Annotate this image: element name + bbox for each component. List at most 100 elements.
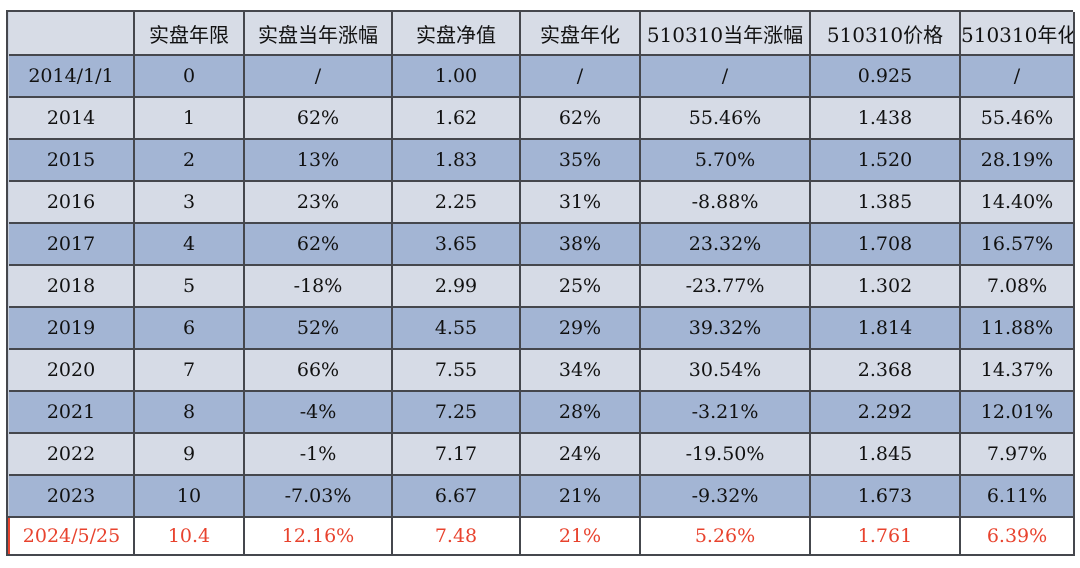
column-header-etf-annualized: 510310年化 xyxy=(960,12,1075,56)
cell-etf-price: 1.385 xyxy=(810,181,961,224)
cell-annualized: / xyxy=(520,55,641,98)
cell-etf-price: 1.761 xyxy=(810,517,961,556)
cell-etf-annualized: 6.39% xyxy=(960,517,1075,556)
cell-annualized: 24% xyxy=(520,433,641,476)
cell-etf-annualized: 55.46% xyxy=(960,97,1075,140)
cell-years: 3 xyxy=(134,181,245,224)
cell-etf-price: 1.520 xyxy=(810,139,961,182)
cell-years: 0 xyxy=(134,55,245,98)
cell-annualized: 28% xyxy=(520,391,641,434)
cell-date: 2019 xyxy=(9,307,135,350)
cell-net-value: 7.17 xyxy=(392,433,521,476)
cell-years: 10.4 xyxy=(134,517,245,556)
cell-etf-annual-gain: 39.32% xyxy=(640,307,811,350)
cell-etf-price: 1.845 xyxy=(810,433,961,476)
cell-etf-annual-gain: 23.32% xyxy=(640,223,811,266)
table-row: 2015 2 13% 1.83 35% 5.70% 1.520 28.19% xyxy=(9,139,1075,182)
cell-etf-annual-gain: -8.88% xyxy=(640,181,811,224)
table-row: 2019 6 52% 4.55 29% 39.32% 1.814 11.88% xyxy=(9,307,1075,350)
cell-net-value: 6.67 xyxy=(392,475,521,518)
cell-annual-gain: -1% xyxy=(244,433,393,476)
cell-etf-price: 1.673 xyxy=(810,475,961,518)
cell-annual-gain: 13% xyxy=(244,139,393,182)
cell-etf-annualized: 6.11% xyxy=(960,475,1075,518)
cell-net-value: 1.00 xyxy=(392,55,521,98)
cell-net-value: 2.25 xyxy=(392,181,521,224)
cell-etf-annual-gain: 55.46% xyxy=(640,97,811,140)
column-header-years: 实盘年限 xyxy=(134,12,245,56)
cell-annual-gain: 23% xyxy=(244,181,393,224)
table-row: 2017 4 62% 3.65 38% 23.32% 1.708 16.57% xyxy=(9,223,1075,266)
cell-annual-gain: -18% xyxy=(244,265,393,308)
cell-etf-price: 1.708 xyxy=(810,223,961,266)
cell-etf-annual-gain: 5.70% xyxy=(640,139,811,182)
cell-annual-gain: 52% xyxy=(244,307,393,350)
table-row: 2014/1/1 0/1.00//0.925/ xyxy=(9,55,1075,98)
cell-years: 1 xyxy=(134,97,245,140)
cell-annualized: 21% xyxy=(520,517,641,556)
table-row: 2021 8 -4% 7.25 28% -3.21% 2.292 12.01% xyxy=(9,391,1075,434)
table-row: 2018 5 -18% 2.99 25% -23.77% 1.302 7.08% xyxy=(9,265,1075,308)
cell-net-value: 7.55 xyxy=(392,349,521,392)
cell-etf-annualized: / xyxy=(960,55,1075,98)
cell-etf-annual-gain: -23.77% xyxy=(640,265,811,308)
cell-etf-price: 2.368 xyxy=(810,349,961,392)
cell-etf-annual-gain: -9.32% xyxy=(640,475,811,518)
cell-annualized: 35% xyxy=(520,139,641,182)
cell-annual-gain: 62% xyxy=(244,223,393,266)
cell-annualized: 34% xyxy=(520,349,641,392)
cell-etf-price: 1.814 xyxy=(810,307,961,350)
cell-annual-gain: 62% xyxy=(244,97,393,140)
cell-date: 2022 xyxy=(9,433,135,476)
cell-net-value: 7.25 xyxy=(392,391,521,434)
cell-etf-annual-gain: 5.26% xyxy=(640,517,811,556)
cell-etf-annual-gain: / xyxy=(640,55,811,98)
cell-date: 2016 xyxy=(9,181,135,224)
table-header-row: 实盘年限 实盘当年涨幅 实盘净值 实盘年化 510310当年涨幅 510310价格 5103… xyxy=(9,12,1075,56)
cell-date: 2021 xyxy=(9,391,135,434)
cell-etf-annual-gain: 30.54% xyxy=(640,349,811,392)
cell-etf-annualized: 12.01% xyxy=(960,391,1075,434)
cell-annual-gain: 66% xyxy=(244,349,393,392)
cell-etf-annualized: 14.37% xyxy=(960,349,1075,392)
cell-etf-annual-gain: -19.50% xyxy=(640,433,811,476)
cell-years: 10 xyxy=(134,475,245,518)
cell-etf-annual-gain: -3.21% xyxy=(640,391,811,434)
cell-date: 2023 xyxy=(9,475,135,518)
cell-net-value: 3.65 xyxy=(392,223,521,266)
cell-annualized: 31% xyxy=(520,181,641,224)
cell-etf-price: 2.292 xyxy=(810,391,961,434)
cell-annualized: 29% xyxy=(520,307,641,350)
cell-annual-gain: 12.16% xyxy=(244,517,393,556)
cell-annual-gain: -7.03% xyxy=(244,475,393,518)
cell-annual-gain: -4% xyxy=(244,391,393,434)
cell-years: 4 xyxy=(134,223,245,266)
cell-annualized: 62% xyxy=(520,97,641,140)
cell-etf-price: 0.925 xyxy=(810,55,961,98)
cell-date: 2015 xyxy=(9,139,135,182)
cell-etf-price: 1.302 xyxy=(810,265,961,308)
cell-etf-price: 1.438 xyxy=(810,97,961,140)
cell-years: 7 xyxy=(134,349,245,392)
table-row: 2023 10 -7.03% 6.67 21% -9.32% 1.673 6.11% xyxy=(9,475,1075,518)
cell-net-value: 7.48 xyxy=(392,517,521,556)
cell-date: 2018 xyxy=(9,265,135,308)
cell-date: 2014 xyxy=(9,97,135,140)
cell-annual-gain: / xyxy=(244,55,393,98)
cell-net-value: 1.62 xyxy=(392,97,521,140)
cell-etf-annualized: 16.57% xyxy=(960,223,1075,266)
cell-etf-annualized: 11.88% xyxy=(960,307,1075,350)
cell-date: 2020 xyxy=(9,349,135,392)
cell-years: 9 xyxy=(134,433,245,476)
cell-etf-annualized: 7.08% xyxy=(960,265,1075,308)
cell-etf-annualized: 7.97% xyxy=(960,433,1075,476)
cell-years: 2 xyxy=(134,139,245,182)
cell-date: 2014/1/1 xyxy=(9,55,135,98)
cell-annualized: 21% xyxy=(520,475,641,518)
cell-net-value: 2.99 xyxy=(392,265,521,308)
table-row: 2016 3 23% 2.25 31% -8.88% 1.385 14.40% xyxy=(9,181,1075,224)
table-row: 2014 1 62% 1.62 62% 55.46% 1.438 55.46% xyxy=(9,97,1075,140)
column-header-net-value: 实盘净值 xyxy=(392,12,521,56)
column-header-etf-annual-gain: 510310当年涨幅 xyxy=(640,12,811,56)
returns-spreadsheet: 实盘年限 实盘当年涨幅 实盘净值 实盘年化 510310当年涨幅 510310价格 5103… xyxy=(6,10,1075,556)
